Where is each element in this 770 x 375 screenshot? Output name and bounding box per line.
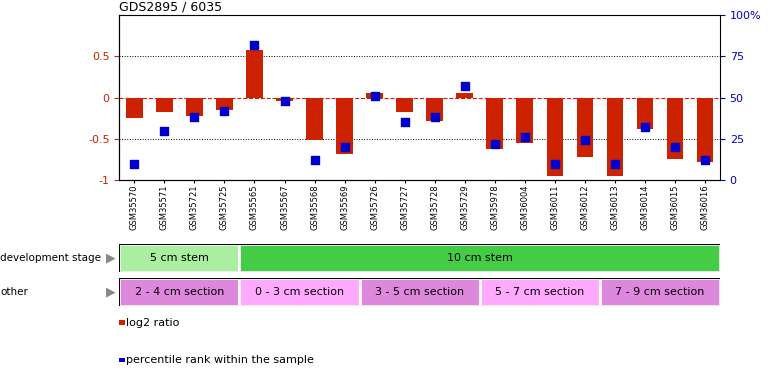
Point — [219, 108, 231, 114]
Bar — [517, 98, 533, 143]
Bar — [487, 98, 503, 148]
Bar — [637, 98, 653, 129]
Point — [339, 144, 351, 150]
Bar — [239, 244, 720, 272]
Bar — [336, 98, 353, 154]
Text: 7 - 9 cm section: 7 - 9 cm section — [615, 286, 705, 297]
Text: 0 - 3 cm section: 0 - 3 cm section — [255, 286, 344, 297]
Bar — [216, 98, 233, 110]
Bar — [156, 98, 172, 112]
Text: 10 cm stem: 10 cm stem — [447, 253, 513, 263]
Text: development stage: development stage — [0, 253, 101, 263]
Bar — [480, 278, 600, 306]
Point — [128, 160, 141, 166]
Bar — [126, 98, 142, 118]
Point — [519, 134, 531, 140]
Point — [639, 124, 651, 130]
Point — [608, 160, 621, 166]
Text: ▶: ▶ — [106, 251, 115, 264]
Bar — [119, 278, 239, 306]
Bar — [360, 278, 480, 306]
Point — [579, 137, 591, 143]
Point — [399, 119, 411, 125]
Bar — [397, 98, 413, 112]
Point — [308, 157, 321, 163]
Text: 5 - 7 cm section: 5 - 7 cm section — [495, 286, 584, 297]
Point — [159, 128, 171, 134]
Bar — [577, 98, 593, 157]
Bar — [427, 98, 443, 121]
Text: other: other — [0, 286, 28, 297]
Point — [549, 160, 561, 166]
Point — [248, 42, 260, 48]
Text: log2 ratio: log2 ratio — [126, 318, 179, 327]
Point — [699, 157, 711, 163]
Bar — [119, 244, 239, 272]
Text: GDS2895 / 6035: GDS2895 / 6035 — [119, 1, 223, 14]
Point — [369, 93, 381, 99]
Bar — [667, 98, 683, 159]
Point — [188, 114, 200, 120]
Text: percentile rank within the sample: percentile rank within the sample — [126, 355, 313, 365]
Bar — [367, 93, 383, 98]
Bar — [239, 278, 360, 306]
Bar — [306, 98, 323, 140]
Bar — [600, 278, 720, 306]
Text: ▶: ▶ — [106, 285, 115, 298]
Bar — [457, 93, 473, 98]
Bar — [276, 98, 293, 101]
Text: 3 - 5 cm section: 3 - 5 cm section — [375, 286, 464, 297]
Bar — [697, 98, 713, 162]
Point — [459, 83, 471, 89]
Point — [489, 141, 501, 147]
Point — [668, 144, 681, 150]
Bar — [547, 98, 563, 176]
Point — [428, 114, 440, 120]
Point — [279, 98, 291, 104]
Text: 2 - 4 cm section: 2 - 4 cm section — [135, 286, 224, 297]
Text: 5 cm stem: 5 cm stem — [150, 253, 209, 263]
Bar — [246, 50, 263, 98]
Bar — [607, 98, 623, 176]
Bar — [186, 98, 203, 116]
